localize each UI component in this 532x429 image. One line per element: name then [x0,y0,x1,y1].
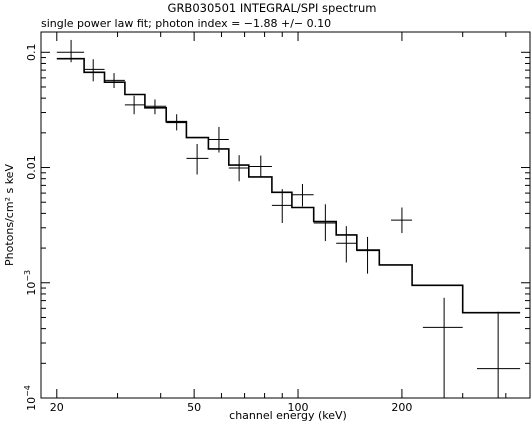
data-point [476,311,521,398]
data-point [271,189,292,224]
chart-subtitle: single power law fit; photon index = −1.… [41,17,331,30]
data-point [56,39,85,63]
data-point [422,297,463,398]
data-point [228,155,249,182]
y-axis-label: Photons/cm² s keV [3,164,16,266]
model-layer [56,57,521,314]
plot-frame [40,31,531,399]
y-tick-exponent: −3 [23,270,32,282]
data-point [166,114,187,131]
data-point [313,204,337,242]
x-tick-label: 100 [288,401,309,414]
data-point [391,207,413,234]
data-point [84,59,105,82]
y-axis-ticks: 0.1 0.01 10−3 10−4 [23,44,530,411]
data-point [186,144,209,175]
x-tick-label: 50 [187,401,201,414]
x-tick-label: 20 [50,401,64,414]
data-point [104,73,125,88]
y-tick-label: 0.1 [25,44,38,62]
model-step-line [56,57,521,314]
data-point [291,183,314,207]
data-point [124,95,145,115]
data-point [248,155,272,178]
data-point [336,226,357,263]
x-axis-ticks: 20 50 100 200 [50,32,507,414]
data-point [356,236,380,274]
chart-title: GRB030501 INTEGRAL/SPI spectrum [168,1,377,15]
y-tick-exponent: −4 [23,385,32,397]
y-tick-label: 10−4 [23,385,38,411]
y-tick-label: 10−3 [23,270,38,296]
data-point [144,99,167,115]
x-axis-label: channel energy (keV) [229,409,347,422]
data-point [208,126,229,153]
x-tick-label: 200 [391,401,412,414]
y-tick-label: 0.01 [25,155,38,180]
data-points-layer [56,39,521,398]
